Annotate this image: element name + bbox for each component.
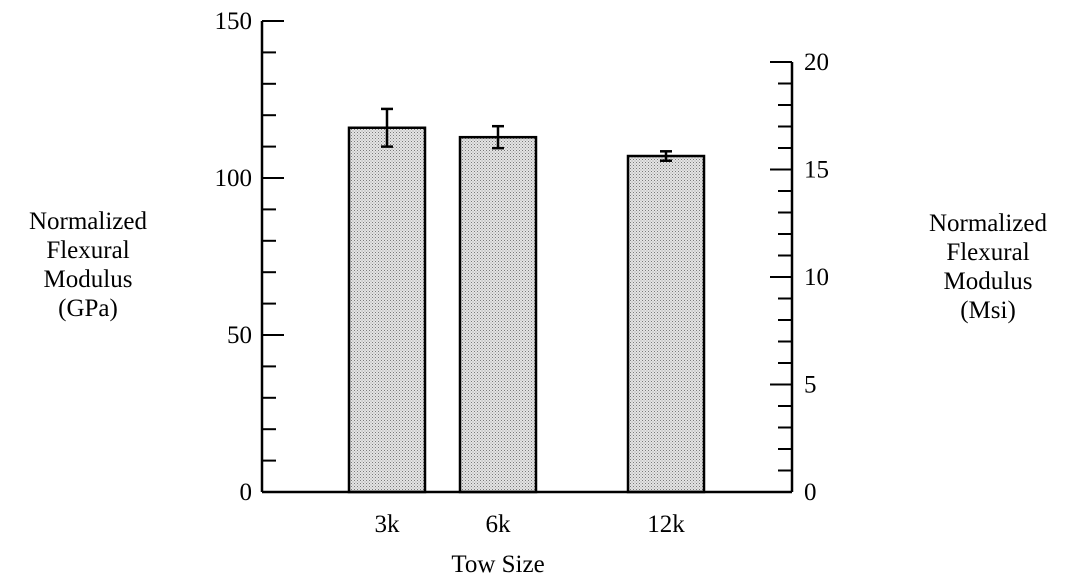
x-tick-label: 3k <box>375 511 401 538</box>
right-tick-label: 10 <box>804 264 829 291</box>
left-tick-label: 50 <box>227 322 252 349</box>
right-tick-label: 15 <box>804 157 829 184</box>
x-tick-label: 6k <box>486 511 512 538</box>
right-y-axis-title-line: Flexural <box>946 239 1029 266</box>
text-layer: 0 50 100 150 0 5 10 15 20 3k 6k 12k Tow Size Normaliz… <box>29 8 1048 578</box>
axes-layer <box>260 20 794 494</box>
left-tick-label: 100 <box>215 165 253 192</box>
bar-6k <box>458 135 538 494</box>
left-y-axis-title-line: Modulus <box>44 266 133 293</box>
left-tick-label: 0 <box>240 479 253 506</box>
right-y-axis-title-line: Normalized <box>929 210 1048 237</box>
bar-12k <box>626 154 706 494</box>
bars-layer <box>347 107 706 494</box>
x-tick-label: 12k <box>647 511 685 538</box>
error-bar-6k <box>492 124 504 150</box>
bar-3k <box>347 126 427 494</box>
right-y-axis-title-line: (Msi) <box>960 297 1016 324</box>
right-tick-label: 0 <box>804 479 817 506</box>
right-tick-label: 5 <box>804 372 817 399</box>
right-y-axis-title-line: Modulus <box>944 268 1033 295</box>
left-y-axis-title-line: Flexural <box>46 237 129 264</box>
x-axis-title: Tow Size <box>451 551 544 578</box>
error-bar-12k <box>660 150 672 162</box>
left-tick-label: 150 <box>215 8 253 35</box>
error-bar-3k <box>381 107 393 148</box>
right-tick-label: 20 <box>804 49 829 76</box>
left-y-axis-title-line: Normalized <box>29 208 148 235</box>
left-y-axis-title-line: (GPa) <box>58 295 118 322</box>
